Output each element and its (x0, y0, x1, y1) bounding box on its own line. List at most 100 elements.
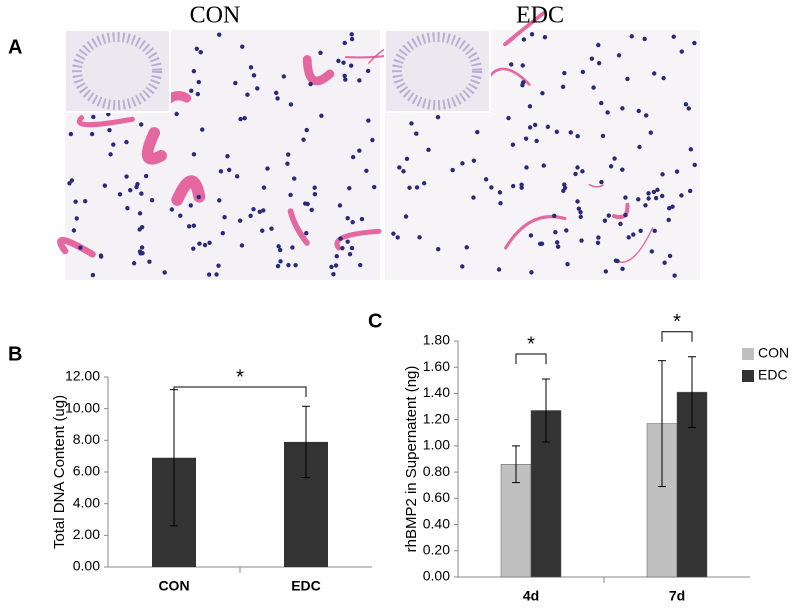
cell (174, 111, 179, 117)
cell (596, 60, 602, 66)
cell (191, 68, 197, 74)
significance-label: * (673, 311, 681, 333)
cell (527, 104, 533, 109)
cell (613, 258, 619, 263)
cell (637, 144, 642, 150)
cell (653, 195, 659, 201)
stain (287, 208, 310, 246)
cell (348, 63, 354, 68)
significance-label: * (527, 333, 535, 355)
cell (178, 213, 183, 218)
cell (342, 40, 347, 46)
cell (679, 193, 684, 198)
cell (220, 230, 225, 236)
panel-label: B (8, 343, 22, 365)
cell (471, 158, 477, 163)
legend-label: CON (758, 345, 789, 361)
cell (195, 91, 201, 97)
cell (578, 214, 583, 220)
cell (599, 179, 604, 185)
cell (553, 229, 558, 235)
cell (523, 136, 529, 141)
cell (309, 207, 314, 213)
cell (578, 209, 583, 215)
cell (342, 73, 347, 79)
cell (191, 152, 197, 157)
cell (537, 241, 543, 246)
cell (292, 176, 297, 181)
cell (318, 50, 323, 56)
cell (646, 191, 651, 196)
cell (194, 46, 200, 52)
cell (660, 193, 665, 199)
cell (450, 167, 455, 173)
significance-bracket (515, 353, 547, 365)
x-tick-label: CON (158, 578, 189, 594)
panel-label: A (8, 36, 22, 58)
cell (137, 211, 143, 216)
cell (68, 131, 74, 137)
cell (489, 185, 494, 190)
cell (319, 113, 324, 118)
cell (674, 169, 680, 174)
cell (305, 201, 310, 207)
cell (90, 272, 96, 278)
significance-label: * (236, 366, 244, 388)
cell (260, 228, 265, 233)
cell (139, 225, 145, 230)
cell (520, 63, 525, 68)
cell (642, 36, 647, 42)
cell (245, 92, 250, 97)
cell (286, 262, 291, 268)
cell (333, 263, 339, 268)
cell (67, 181, 72, 186)
cell (496, 267, 502, 272)
cell (532, 122, 538, 128)
cell (117, 192, 123, 197)
cell (191, 223, 197, 228)
cell (107, 127, 112, 133)
cell (261, 208, 266, 213)
y-tick-label: 6.00 (73, 463, 100, 479)
stain (77, 115, 135, 128)
cell (336, 58, 341, 64)
cell (345, 215, 350, 221)
stain (504, 215, 567, 250)
cell (661, 75, 666, 81)
cell (497, 190, 503, 195)
cell (527, 125, 533, 130)
y-tick-label: 4.00 (73, 494, 100, 510)
stain (588, 183, 604, 188)
cell (426, 147, 431, 153)
cell (672, 273, 677, 278)
cell (612, 156, 617, 161)
y-tick-label: 1.00 (423, 437, 450, 453)
cell (483, 177, 489, 182)
cell (475, 129, 480, 135)
cell (662, 260, 667, 265)
cell (542, 34, 548, 40)
cell (520, 82, 525, 88)
cell (688, 147, 694, 152)
cell (140, 250, 145, 256)
cell (341, 60, 346, 65)
cell (460, 264, 465, 269)
cell (188, 203, 193, 208)
cell (417, 235, 422, 240)
cell (329, 264, 334, 270)
cell (366, 118, 371, 123)
cell (217, 198, 222, 203)
y-tick-label: 0.00 (423, 568, 450, 584)
cell (162, 270, 167, 275)
cell (286, 152, 291, 157)
cell (407, 185, 412, 190)
cell (196, 194, 201, 200)
y-tick-label: 10.00 (65, 399, 100, 415)
cell (288, 192, 293, 198)
cell (644, 113, 649, 118)
y-tick-label: 2.00 (73, 526, 100, 542)
cell (248, 213, 253, 218)
cell (347, 252, 353, 257)
cell (575, 199, 580, 204)
